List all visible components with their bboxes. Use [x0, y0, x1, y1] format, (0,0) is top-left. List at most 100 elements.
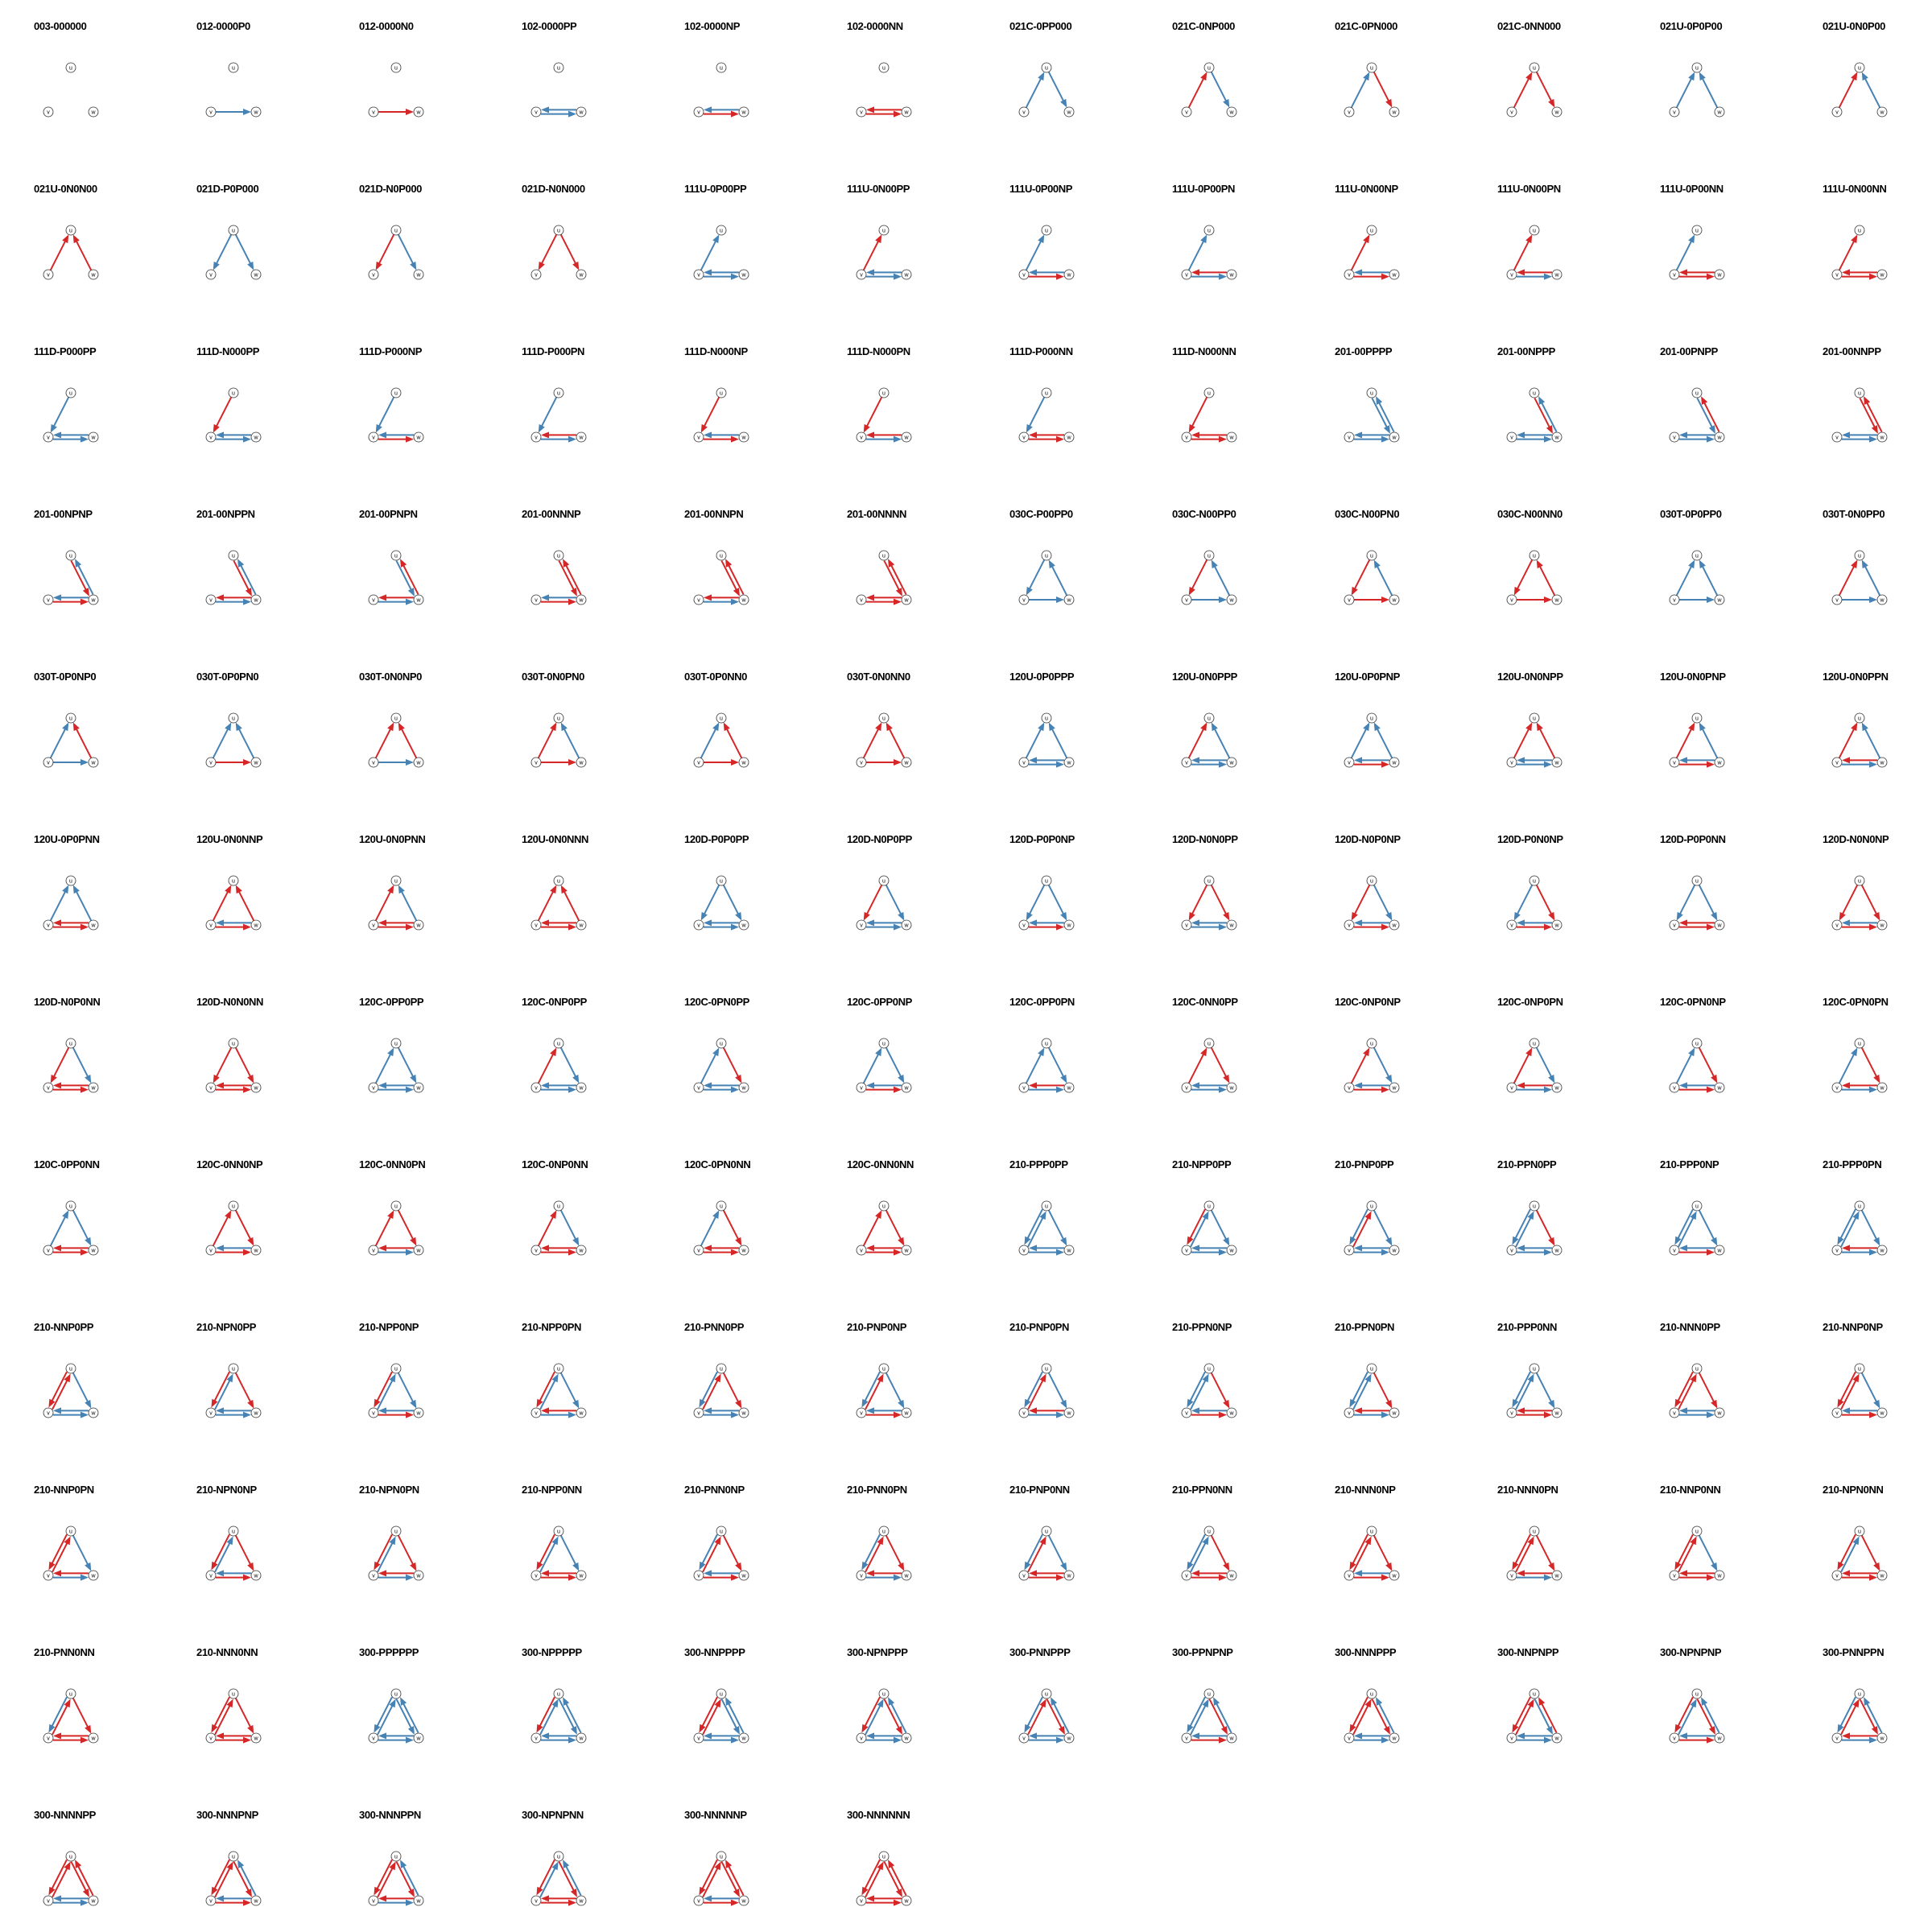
- edge-v-u-negative: [1027, 1536, 1046, 1573]
- arrowhead: [1351, 586, 1358, 596]
- triad-panel: 201-00PPPP u v w: [1335, 325, 1497, 488]
- triad-label: 111U-0N00PP: [847, 183, 910, 195]
- edge-w-v-positive: [1029, 757, 1064, 764]
- edge-v-w-positive: [704, 273, 739, 280]
- arrowhead: [243, 109, 251, 115]
- edge-w-v-negative: [1842, 757, 1877, 764]
- node-w: w: [413, 757, 424, 768]
- node-label: u: [232, 66, 235, 72]
- node-u: u: [1203, 1363, 1215, 1374]
- edge-v-w-negative: [216, 1736, 251, 1744]
- triad-label: 030T-0N0PN0: [522, 671, 584, 683]
- node-label: v: [1510, 1574, 1513, 1579]
- node-u: u: [1529, 62, 1540, 73]
- node-label: u: [1045, 1692, 1048, 1698]
- node-w: w: [413, 919, 424, 931]
- node-label: u: [69, 554, 72, 559]
- triad-label: 201-00NPPP: [1497, 345, 1555, 357]
- node-label: u: [232, 554, 235, 559]
- triad-graph: uv w: [43, 1525, 99, 1581]
- arrowhead: [1679, 269, 1687, 276]
- node-label: u: [1208, 1042, 1211, 1047]
- triad-graph: uv w: [1831, 387, 1888, 443]
- triad-label: 210-PNN0PP: [684, 1321, 745, 1333]
- node-label: u: [394, 229, 398, 234]
- arrowhead: [714, 1861, 721, 1871]
- edge-w-v-negative: [541, 1570, 576, 1577]
- arrowhead: [714, 1373, 721, 1383]
- node-label: w: [1716, 598, 1722, 604]
- edge-u-v-positive: [699, 1534, 718, 1571]
- arrowhead: [568, 1249, 576, 1256]
- node-label: v: [1510, 436, 1513, 441]
- arrowhead: [536, 1561, 543, 1571]
- triad-label: 210-PPN0NN: [1172, 1484, 1232, 1496]
- triad-graph: uv w: [1181, 1038, 1237, 1093]
- triad-graph: uv w: [43, 1688, 99, 1744]
- node-label: v: [1185, 1574, 1188, 1579]
- node-label: u: [557, 1367, 560, 1373]
- arrowhead: [550, 885, 557, 894]
- edge-v-w-negative: [1029, 923, 1064, 931]
- edge-u-v-positive: [1024, 1534, 1043, 1571]
- triad-graph: uv w: [1018, 1525, 1075, 1581]
- edge-u-w-positive: [1373, 884, 1393, 921]
- edge-w-u-positive: [235, 722, 255, 759]
- arrowhead: [1679, 919, 1687, 927]
- node-label: u: [1045, 1530, 1048, 1535]
- edge-v-w-positive: [216, 436, 251, 443]
- node-w: w: [1389, 1407, 1400, 1418]
- arrowhead: [733, 588, 740, 597]
- node-u: u: [1691, 62, 1703, 73]
- arrowhead: [1048, 559, 1055, 569]
- edge-w-v-positive: [1191, 757, 1227, 764]
- edge-v-w-positive: [541, 436, 576, 443]
- node-label: u: [1370, 66, 1373, 72]
- edge-v-w-negative: [1354, 1574, 1389, 1581]
- node-label: v: [1835, 273, 1839, 279]
- edge-u-w-negative: [558, 1861, 577, 1897]
- node-v: v: [1344, 1732, 1355, 1744]
- node-w: w: [1876, 1245, 1888, 1256]
- edge-v-u-positive: [1187, 234, 1208, 271]
- edge-w-u-positive: [1048, 559, 1068, 597]
- edge-w-v-positive: [1191, 1245, 1227, 1252]
- triad-panel: 120D-P0P0NP u v w: [1009, 813, 1172, 976]
- arrowhead: [1373, 722, 1381, 732]
- node-label: u: [394, 1692, 398, 1698]
- node-v: v: [205, 594, 217, 605]
- triad-label: 021U-0N0N00: [34, 183, 97, 195]
- triad-label: 300-NNPNPP: [1497, 1646, 1559, 1658]
- node-u: u: [1529, 225, 1540, 236]
- triad-graph: uv w: [205, 712, 262, 768]
- node-u: u: [1203, 225, 1215, 236]
- node-label: v: [372, 436, 375, 441]
- arrowhead: [568, 1574, 576, 1581]
- arrowhead: [80, 923, 89, 931]
- node-w: w: [1876, 431, 1888, 443]
- triad-graph: uv w: [1506, 1525, 1563, 1581]
- edge-u-w-positive: [234, 233, 254, 270]
- edge-v-u-negative: [1513, 72, 1533, 109]
- node-u: u: [1366, 1525, 1377, 1537]
- triad-panel: 102-0000PP u v w: [522, 0, 684, 163]
- node-w: w: [88, 431, 99, 443]
- edge-u-w-positive: [1047, 1372, 1067, 1409]
- node-label: v: [1835, 1736, 1839, 1742]
- triad-label: 210-PPP0PP: [1009, 1158, 1068, 1170]
- triad-panel: 210-NNN0PN u v w: [1497, 1463, 1660, 1626]
- triad-label: 111D-N000NP: [684, 345, 748, 357]
- edge-u-v-negative: [213, 1046, 233, 1084]
- node-v: v: [205, 1895, 217, 1906]
- node-u: u: [1529, 1688, 1540, 1699]
- node-v: v: [856, 1570, 867, 1581]
- node-u: u: [1691, 1688, 1703, 1699]
- arrowhead: [1842, 757, 1850, 764]
- arrowhead: [1864, 1697, 1871, 1706]
- edge-u-v-positive: [538, 396, 558, 433]
- edge-w-v-positive: [216, 431, 251, 439]
- triad-panel: 021U-0N0P00 u v w: [1823, 0, 1932, 163]
- node-u: u: [228, 387, 239, 398]
- triad-label: 111U-0P00PN: [1172, 183, 1235, 195]
- edge-w-u-negative: [725, 559, 745, 595]
